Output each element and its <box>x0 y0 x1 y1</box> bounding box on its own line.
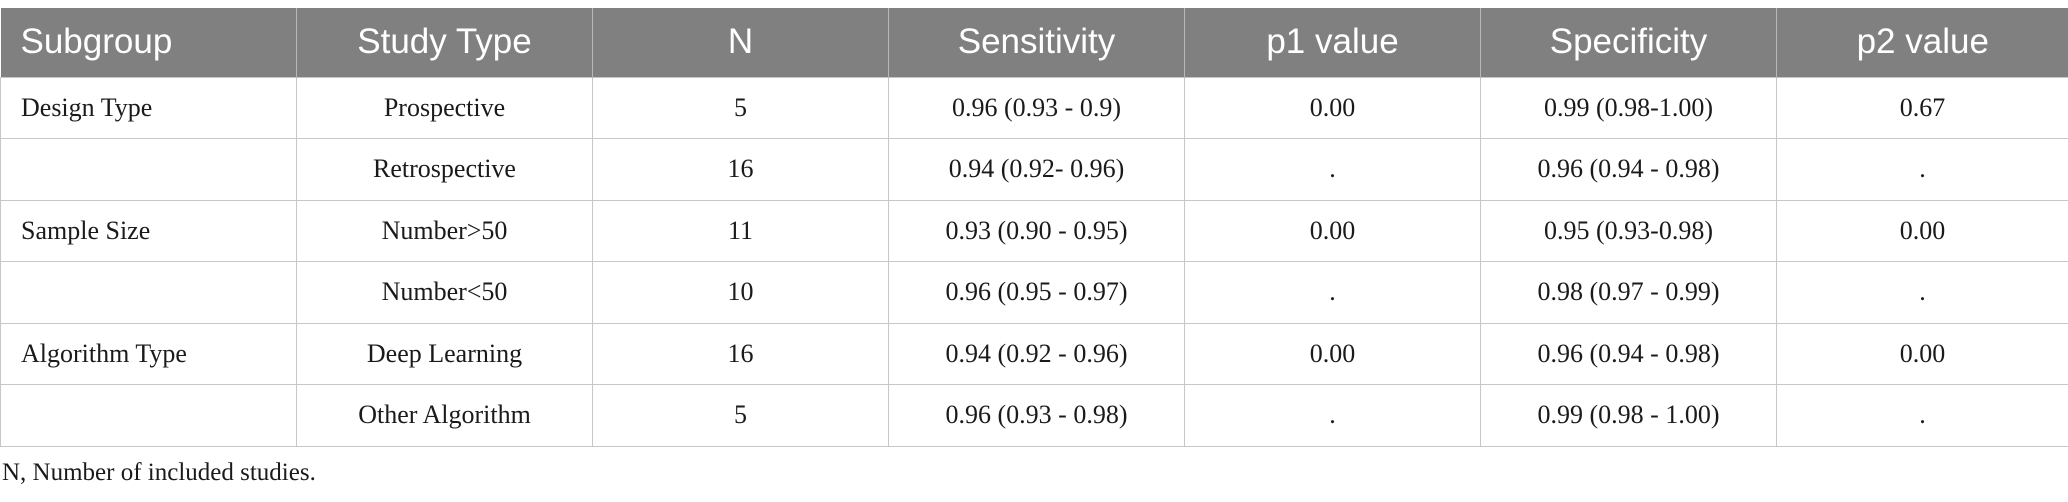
cell-p2-value: . <box>1776 384 2068 447</box>
header-n: N <box>592 8 889 77</box>
cell-sensitivity: 0.94 (0.92- 0.96) <box>888 138 1185 201</box>
cell-p2-value: 0.00 <box>1776 322 2068 385</box>
table-row: Algorithm Type Deep Learning 16 0.94 (0.… <box>0 322 2068 385</box>
cell-sensitivity: 0.93 (0.90 - 0.95) <box>888 199 1185 262</box>
cell-n: 16 <box>592 322 889 385</box>
cell-specificity: 0.99 (0.98 - 1.00) <box>1480 384 1777 447</box>
cell-p2-value: 0.00 <box>1776 199 2068 262</box>
cell-study-type: Retrospective <box>296 138 593 201</box>
cell-specificity: 0.96 (0.94 - 0.98) <box>1480 138 1777 201</box>
cell-subgroup <box>0 138 297 201</box>
cell-p2-value: 0.67 <box>1776 76 2068 139</box>
cell-n: 5 <box>592 384 889 447</box>
header-row: Subgroup Study Type N Sensitivity p1 val… <box>0 8 2068 77</box>
cell-p1-value: . <box>1184 261 1481 324</box>
cell-specificity: 0.96 (0.94 - 0.98) <box>1480 322 1777 385</box>
table-row: Retrospective 16 0.94 (0.92- 0.96) . 0.9… <box>0 138 2068 201</box>
header-p1-value: p1 value <box>1184 8 1481 77</box>
cell-study-type: Prospective <box>296 76 593 139</box>
cell-study-type: Number<50 <box>296 261 593 324</box>
subgroup-analysis-table: Subgroup Study Type N Sensitivity p1 val… <box>0 8 2068 447</box>
header-sensitivity: Sensitivity <box>888 8 1185 77</box>
cell-sensitivity: 0.96 (0.95 - 0.97) <box>888 261 1185 324</box>
cell-p2-value: . <box>1776 261 2068 324</box>
cell-n: 5 <box>592 76 889 139</box>
table-row: Sample Size Number>50 11 0.93 (0.90 - 0.… <box>0 199 2068 262</box>
cell-study-type: Deep Learning <box>296 322 593 385</box>
cell-p1-value: 0.00 <box>1184 76 1481 139</box>
header-p2-value: p2 value <box>1776 8 2068 77</box>
cell-subgroup: Sample Size <box>0 199 297 262</box>
cell-sensitivity: 0.96 (0.93 - 0.98) <box>888 384 1185 447</box>
cell-subgroup <box>0 261 297 324</box>
cell-sensitivity: 0.94 (0.92 - 0.96) <box>888 322 1185 385</box>
cell-subgroup: Algorithm Type <box>0 322 297 385</box>
table-row: Other Algorithm 5 0.96 (0.93 - 0.98) . 0… <box>0 384 2068 447</box>
cell-n: 16 <box>592 138 889 201</box>
cell-n: 11 <box>592 199 889 262</box>
cell-sensitivity: 0.96 (0.93 - 0.9) <box>888 76 1185 139</box>
table-footnote: N, Number of included studies. <box>2 459 316 486</box>
cell-specificity: 0.98 (0.97 - 0.99) <box>1480 261 1777 324</box>
cell-subgroup: Design Type <box>0 76 297 139</box>
table-container: Subgroup Study Type N Sensitivity p1 val… <box>0 8 2068 447</box>
cell-study-type: Number>50 <box>296 199 593 262</box>
cell-p1-value: 0.00 <box>1184 199 1481 262</box>
table-row: Number<50 10 0.96 (0.95 - 0.97) . 0.98 (… <box>0 261 2068 324</box>
cell-p1-value: 0.00 <box>1184 322 1481 385</box>
cell-n: 10 <box>592 261 889 324</box>
cell-specificity: 0.95 (0.93-0.98) <box>1480 199 1777 262</box>
cell-p1-value: . <box>1184 384 1481 447</box>
table-row: Design Type Prospective 5 0.96 (0.93 - 0… <box>0 76 2068 139</box>
cell-subgroup <box>0 384 297 447</box>
cell-p1-value: . <box>1184 138 1481 201</box>
header-subgroup: Subgroup <box>20 22 173 62</box>
header-study-type: Study Type <box>296 8 593 77</box>
cell-specificity: 0.99 (0.98-1.00) <box>1480 76 1777 139</box>
cell-p2-value: . <box>1776 138 2068 201</box>
header-specificity: Specificity <box>1480 8 1777 77</box>
cell-study-type: Other Algorithm <box>296 384 593 447</box>
